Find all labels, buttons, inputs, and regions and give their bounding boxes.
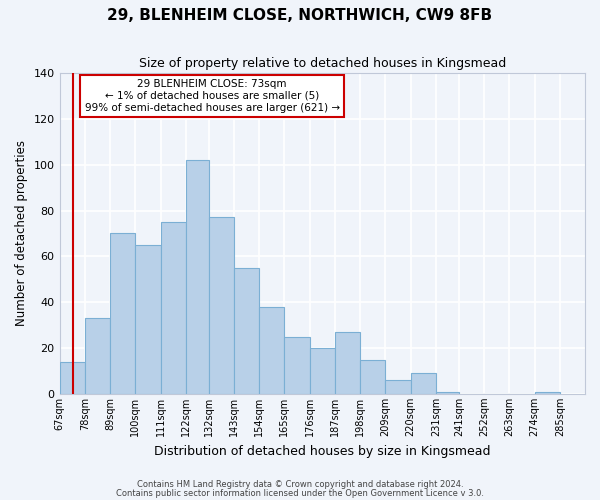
Text: Contains public sector information licensed under the Open Government Licence v : Contains public sector information licen… [116,488,484,498]
Bar [360,360,385,394]
Bar [186,160,209,394]
Text: 29 BLENHEIM CLOSE: 73sqm
← 1% of detached houses are smaller (5)
99% of semi-det: 29 BLENHEIM CLOSE: 73sqm ← 1% of detache… [85,80,340,112]
Bar [209,218,234,394]
Bar [410,374,436,394]
Bar [535,392,560,394]
Bar [135,245,161,394]
Bar [310,348,335,394]
Bar [85,318,110,394]
Bar [385,380,410,394]
Bar [234,268,259,394]
Bar [436,392,459,394]
Bar [259,307,284,394]
Title: Size of property relative to detached houses in Kingsmead: Size of property relative to detached ho… [139,58,506,70]
Bar [335,332,360,394]
Y-axis label: Number of detached properties: Number of detached properties [15,140,28,326]
Text: 29, BLENHEIM CLOSE, NORTHWICH, CW9 8FB: 29, BLENHEIM CLOSE, NORTHWICH, CW9 8FB [107,8,493,22]
Bar [161,222,186,394]
Bar [59,362,85,394]
Bar [284,336,310,394]
Bar [110,234,135,394]
X-axis label: Distribution of detached houses by size in Kingsmead: Distribution of detached houses by size … [154,444,491,458]
Text: Contains HM Land Registry data © Crown copyright and database right 2024.: Contains HM Land Registry data © Crown c… [137,480,463,489]
